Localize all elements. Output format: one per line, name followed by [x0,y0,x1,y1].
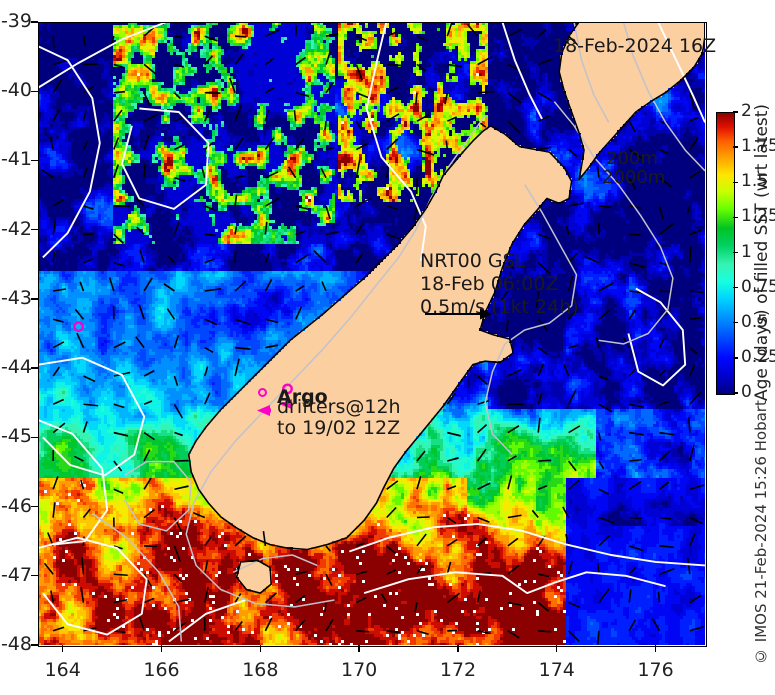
colorbar-tick [733,357,738,359]
y-axis-label: -40 [0,79,32,102]
x-axis-tick [259,645,262,652]
map-vector-overlay [38,22,705,643]
argo-float-marker[interactable] [73,321,84,332]
colorbar-tick [733,146,738,148]
model-line-1: NRT00 GSL [420,250,526,272]
colorbar-tick [733,216,738,219]
coastline-south-island [187,125,573,551]
argo-float-marker[interactable] [282,383,293,395]
x-axis-tick [358,645,360,652]
drifters-period-label: to 19/02 12Z [277,417,401,439]
colorbar-tick [733,392,738,394]
y-axis-label: -39 [0,10,32,32]
colorbar-tick-label: 1.25 [741,206,775,227]
model-line-3: 0.5m/s (1kt 24h) [420,296,579,319]
sst-contour-line [38,536,148,636]
argo-legend-marker [258,388,267,397]
y-axis-label: -48 [0,633,32,655]
isobath-line [185,115,486,608]
colorbar-tick [733,251,738,254]
isobath-200m-label: 200m [606,148,658,169]
sst-contour-line [627,287,687,387]
y-axis-tick [31,367,38,369]
x-axis-label: 166 [143,659,180,681]
colorbar [716,112,735,395]
y-axis-label: -45 [0,425,32,448]
sst-contour-line [363,571,666,595]
y-axis-label: -44 [0,356,32,379]
isobath-line [553,101,674,345]
isobath-line [123,460,192,532]
argo-legend-label: Argo [277,386,328,408]
y-axis-tick [31,644,38,646]
x-axis-label: 164 [44,659,81,681]
y-axis-tick [31,159,38,162]
y-axis-label: -42 [0,217,32,240]
sst-contour-line [38,45,101,259]
y-axis-label: -47 [0,563,32,586]
drifter-legend-marker [257,405,271,416]
sst-contour-line [501,22,543,120]
date-stamp-annotation: 18-Feb-2024 16Z [553,35,717,57]
x-axis-label: 176 [637,659,674,681]
sst-contour-line [38,22,167,89]
colorbar-tick [733,322,738,324]
x-axis-tick [160,645,163,652]
y-axis-tick [31,298,38,300]
y-axis-tick [31,505,38,508]
colorbar-tick [733,181,738,183]
sst-contour-line [657,22,705,123]
isobath-line [622,22,705,172]
colorbar-tick-label: 0.75 [741,276,775,297]
credit-text: © IMOS 21-Feb-2024 15:26 Hobart [752,400,770,666]
x-axis-tick [556,645,558,652]
x-axis-label: 170 [341,659,378,681]
y-axis-tick [31,21,38,23]
x-axis-label: 168 [242,659,279,681]
isobath-line [232,554,318,573]
coastline-north-island [558,22,705,181]
x-axis-tick [62,645,64,652]
coastline-stewart-island [235,559,272,594]
colorbar-tick [733,286,738,289]
y-axis-label: -43 [0,286,32,309]
y-axis-label: -41 [0,148,32,171]
sst-contour-line [38,356,146,477]
y-axis-tick [31,436,38,439]
x-axis-tick [457,645,459,652]
colorbar-tick [733,111,738,113]
isobath-line [484,184,578,456]
isobath-line [91,512,183,642]
colorbar-tick-label: 1.75 [741,136,775,157]
sst-contour-line [121,107,210,210]
sst-contour-line [348,522,705,567]
sst-contour-line [365,22,427,261]
model-info-annotation: NRT00 GSL 18-Feb 06:00Z 0.5m/s (1kt 24h) [420,250,579,320]
x-axis-label: 172 [439,659,477,681]
current-scale-arrow [425,308,492,320]
colorbar-tick-label: 0.5 [741,311,769,332]
isobath-line [573,22,610,123]
y-axis-tick [31,575,38,577]
map-plot-area[interactable] [38,22,705,645]
y-axis-label: -46 [0,494,32,517]
y-axis-tick [31,90,38,92]
colorbar-tick-label: 1 [741,241,752,262]
colorbar-tick-label: 1.5 [741,171,769,192]
sst-contour-line [38,419,109,546]
y-axis-tick [31,228,38,231]
x-axis-tick [654,645,657,652]
model-line-2: 18-Feb 06:00Z [420,273,559,296]
colorbar-tick-label: 2 [741,101,752,121]
colorbar-tick-label: 0 [741,382,752,402]
x-axis-label: 174 [538,659,575,681]
drifter-track-marker[interactable] [279,399,293,410]
isobath-2000m-label: 2000m [602,167,666,188]
colorbar-tick-label: 0.25 [741,346,775,367]
drifters-legend-label: drifters@12h [277,396,401,418]
